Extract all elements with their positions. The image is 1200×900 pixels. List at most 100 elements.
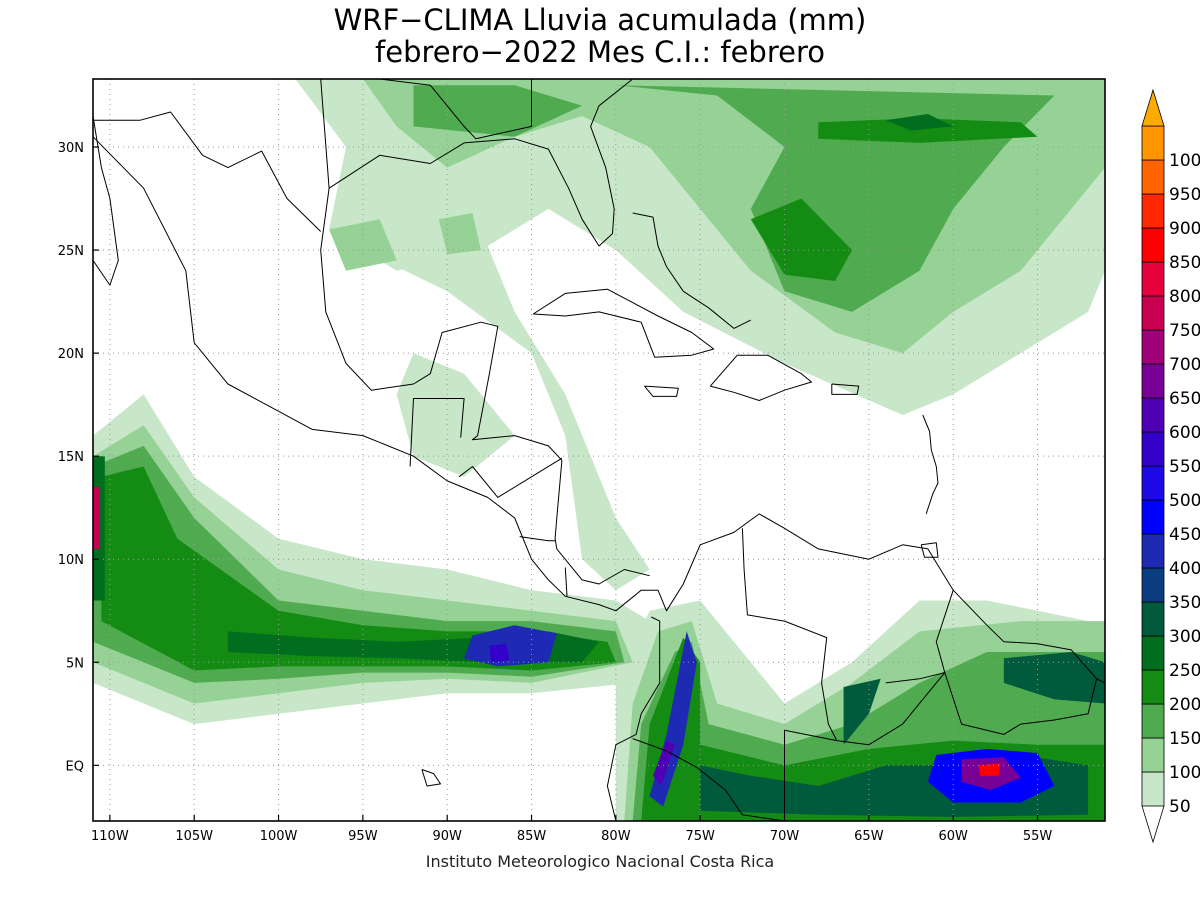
colorbar-swatch <box>1141 771 1165 807</box>
colorbar-over-arrow <box>1141 88 1165 127</box>
colorbar-swatch <box>1141 465 1165 501</box>
rain-fields <box>93 79 1105 821</box>
colorbar-label: 650 <box>1169 389 1200 409</box>
lon-tick-label: 95W <box>348 829 378 844</box>
lon-tick-label: 100W <box>260 829 298 844</box>
rain-region-amazon-south-850 <box>978 763 1001 776</box>
coastline-central-america-borders-2 <box>458 457 563 498</box>
colorbar-label: 750 <box>1169 321 1200 341</box>
credit-label: Instituto Meteorologico Nacional Costa R… <box>425 852 775 871</box>
plot-frame <box>92 78 1106 822</box>
coastline-border-colombia-ecuador-peru <box>632 738 785 821</box>
lon-tick-label: 55W <box>1023 829 1053 844</box>
coastline-south-america-interior <box>606 616 661 821</box>
colorbar-label: 950 <box>1169 185 1200 205</box>
coastline-us-mexico-border <box>93 111 322 232</box>
colorbar-swatch <box>1141 397 1165 433</box>
coastline-us-states-north <box>278 79 532 140</box>
colorbar-label: 250 <box>1169 661 1200 681</box>
coastline-lesser-antilles <box>922 414 939 515</box>
colorbar-swatch <box>1141 125 1165 161</box>
rain-region-itcz-pacific-200 <box>101 466 616 671</box>
colorbar-swatch <box>1141 635 1165 671</box>
colorbar: 50 100 150 200 250 300 350 400 450 500 550 600 650 70… <box>1141 88 1200 844</box>
colorbar-swatch <box>1141 363 1165 399</box>
rain-region-gulf-north-150 <box>413 85 583 137</box>
lon-tick-label: 75W <box>685 829 715 844</box>
rain-region-caribbean-central-america-50 <box>396 353 515 477</box>
coastline-border-venezuela-brazil <box>836 672 946 746</box>
coastline-central-america-borders-3 <box>519 536 556 542</box>
lon-tick-label: 60W <box>938 829 968 844</box>
lon-tick-label: 110W <box>91 829 129 844</box>
colorbar-swatch <box>1141 431 1165 467</box>
colorbar-swatch <box>1141 159 1165 195</box>
lat-tick-label: 20N <box>58 347 84 362</box>
coastline-north-america-gulf <box>93 136 1105 684</box>
colorbar-swatch <box>1141 533 1165 569</box>
lon-tick-label: 80W <box>601 829 631 844</box>
colorbar-label: 450 <box>1169 525 1200 545</box>
lat-tick-label: 15N <box>58 450 84 465</box>
colorbar-swatch <box>1141 329 1165 365</box>
rain-region-itcz-pacific-550 <box>489 643 510 663</box>
colorbar-swatch <box>1141 703 1165 739</box>
colorbar-label: 550 <box>1169 457 1200 477</box>
colorbar-swatch <box>1141 193 1165 229</box>
lon-tick-label: 70W <box>770 829 800 844</box>
coastline-jamaica <box>644 385 679 397</box>
rain-region-north-gulf-atlantic-200 <box>818 118 1038 143</box>
coastline-galapagos <box>421 769 441 787</box>
colorbar-label: 200 <box>1169 695 1200 715</box>
lat-tick-label: 5N <box>66 656 84 671</box>
rain-region-guiana-venezuela-300 <box>1003 652 1105 704</box>
colorbar-label: 900 <box>1169 219 1200 239</box>
coastline-bahamas <box>632 212 752 329</box>
colorbar-label: 400 <box>1169 559 1200 579</box>
colorbar-label: 300 <box>1169 627 1200 647</box>
colorbar-swatch <box>1141 737 1165 773</box>
colorbar-swatch <box>1141 669 1165 705</box>
axis-ticks: 110W 105W 100W 95W 90W 85W 80W 75W 70W 65W 60W 55W 3… <box>58 141 1053 844</box>
coastline-central-america-borders <box>409 398 465 467</box>
colorbar-swatch <box>1141 261 1165 297</box>
colorbar-label: 850 <box>1169 253 1200 273</box>
lat-tick-label: 10N <box>58 553 84 568</box>
coastline-hispaniola <box>709 354 812 401</box>
colorbar-label: 100 <box>1169 763 1200 783</box>
colorbar-swatch <box>1141 601 1165 637</box>
coastline-border-guianas <box>935 590 1098 735</box>
lon-tick-label: 105W <box>175 829 213 844</box>
colorbar-label: 600 <box>1169 423 1200 443</box>
rain-region-itcz-pacific-400 <box>464 625 557 667</box>
coastline-baja-california <box>93 116 119 286</box>
graticule <box>93 79 1105 821</box>
coastlines <box>93 79 1105 821</box>
coastline-border-colombia-venezuela <box>741 528 838 821</box>
rain-region-guiana-venezuela-300 <box>843 678 881 745</box>
lon-tick-label: 90W <box>432 829 462 844</box>
colorbar-label: 350 <box>1169 593 1200 613</box>
coastline-trinidad <box>920 542 939 558</box>
coastline-central-america-borders-4 <box>564 567 568 597</box>
coastline-gulf-of-mexico-north <box>328 79 634 247</box>
colorbar-swatch <box>1141 295 1165 331</box>
rain-region-gulf-blobs-100 <box>438 213 481 255</box>
lat-tick-label: 30N <box>58 141 84 156</box>
colorbar-under-arrow <box>1141 805 1165 844</box>
lon-tick-label: 85W <box>517 829 547 844</box>
rain-region-pacific-west-edge-750 <box>93 487 100 549</box>
colorbar-label: 1000 <box>1169 151 1200 171</box>
rain-region-north-gulf-atlantic-250 <box>885 114 954 131</box>
colorbar-label: 800 <box>1169 287 1200 307</box>
colorbar-label: 150 <box>1169 729 1200 749</box>
coastline-cuba <box>532 288 715 358</box>
colorbar-swatch <box>1141 567 1165 603</box>
lon-tick-label: 65W <box>854 829 884 844</box>
colorbar-swatch <box>1141 499 1165 535</box>
lat-tick-label: 25N <box>58 244 84 259</box>
colorbar-label: 500 <box>1169 491 1200 511</box>
coastline-puerto-rico <box>831 383 860 395</box>
map-title: WRF−CLIMA Lluvia acumulada (mm) <box>333 3 867 37</box>
